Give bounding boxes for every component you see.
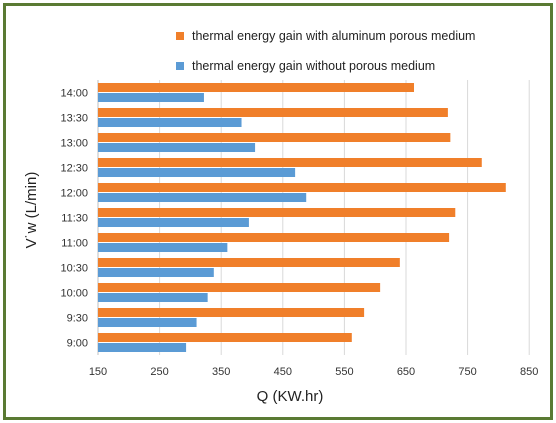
y-tick-label: 9:00 [67,338,88,350]
bar-without-porous-medium [98,168,296,177]
tick-labels: 150 250 350 450 550 650 750 850 9:00 9:30 10:00 10:… [60,88,538,379]
legend-swatch [176,32,184,40]
y-tick-label: 10:30 [60,263,88,275]
x-tick-label: 550 [335,366,353,378]
x-axis-title: Q (KW.hr) [257,388,324,405]
bar-with-porous-medium [98,208,456,217]
x-tick-label: 150 [89,366,107,378]
y-axis-title: V˙w (L/min) [23,172,40,249]
legend: thermal energy gain with aluminum porous… [176,29,475,73]
y-tick-label: 9:30 [67,313,88,325]
bar-with-porous-medium [98,158,482,167]
bar-with-porous-medium [98,233,450,242]
bar-with-porous-medium [98,133,451,142]
bar-without-porous-medium [98,218,249,227]
y-tick-label: 13:30 [60,113,88,125]
bar-with-porous-medium [98,108,448,117]
legend-swatch [176,62,184,70]
bar-with-porous-medium [98,308,365,317]
x-tick-label: 650 [397,366,415,378]
bar-without-porous-medium [98,118,242,127]
x-tick-label: 850 [520,366,538,378]
bar-with-porous-medium [98,333,352,342]
bar-with-porous-medium [98,258,400,267]
bar-with-porous-medium [98,283,381,292]
y-tick-label: 11:30 [61,213,88,225]
y-tick-label: 11:00 [61,238,88,250]
bar-without-porous-medium [98,243,228,252]
y-tick-label: 10:00 [60,288,88,300]
y-tick-label: 13:00 [60,138,88,150]
y-tick-label: 12:00 [60,188,88,200]
x-tick-label: 450 [274,366,292,378]
x-tick-label: 250 [150,366,168,378]
y-tick-label: 14:00 [60,88,88,100]
bar-without-porous-medium [98,318,197,327]
y-tick-label: 12:30 [60,163,88,175]
bar-without-porous-medium [98,193,307,202]
bar-without-porous-medium [98,293,208,302]
bar-without-porous-medium [98,93,204,102]
bar-with-porous-medium [98,183,506,192]
legend-label: thermal energy gain without porous mediu… [192,59,435,73]
legend-label: thermal energy gain with aluminum porous… [192,29,475,43]
x-tick-label: 350 [212,366,230,378]
x-tick-label: 750 [458,366,476,378]
bar-without-porous-medium [98,343,187,352]
bar-with-porous-medium [98,83,415,92]
bar-without-porous-medium [98,268,214,277]
bar-without-porous-medium [98,143,256,152]
bars [98,83,506,352]
